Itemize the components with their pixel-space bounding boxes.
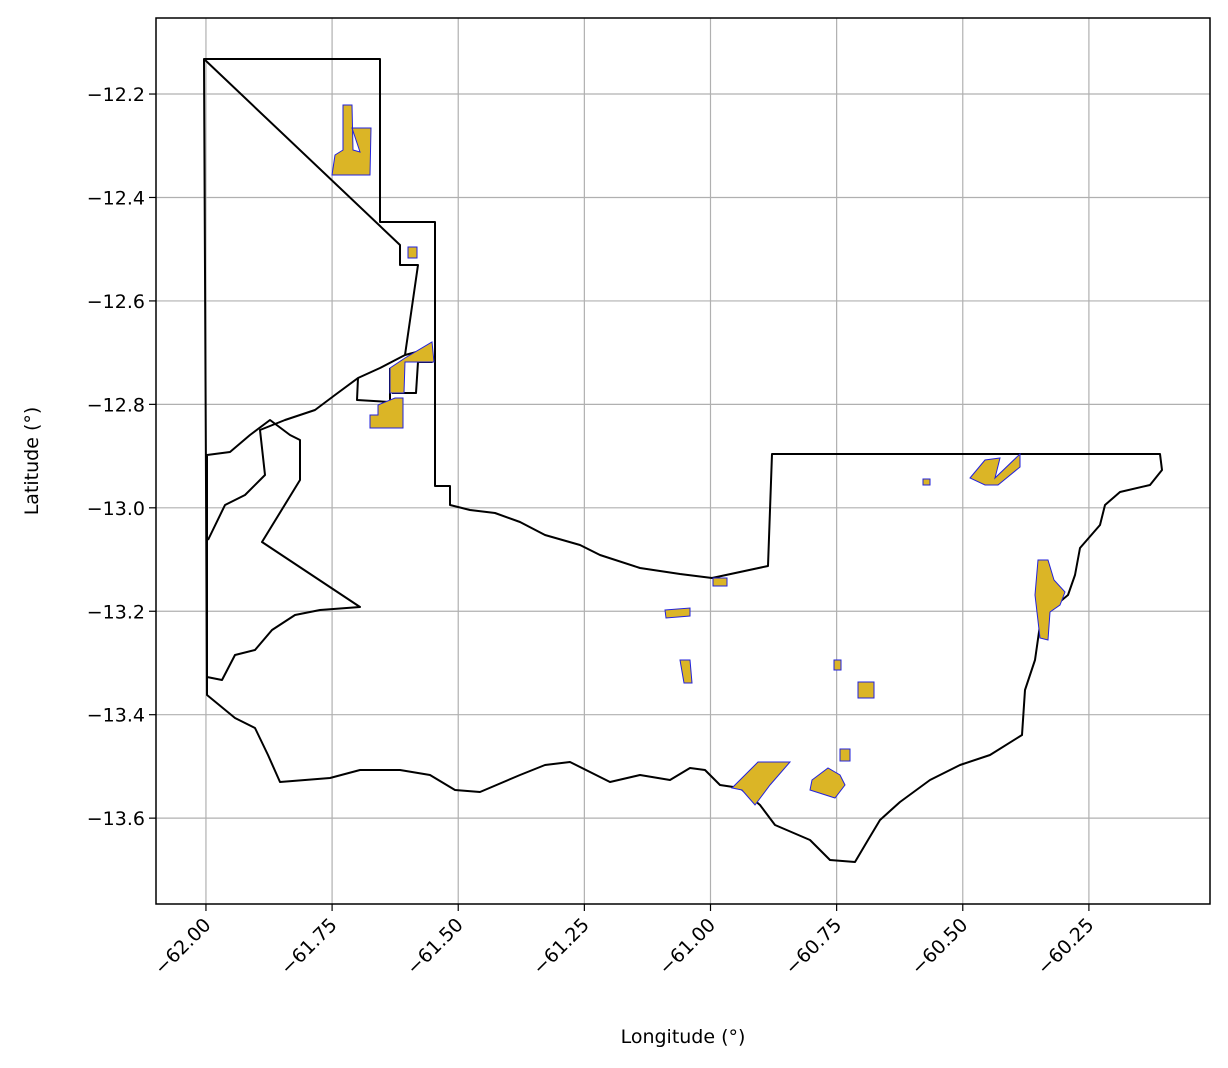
x-tick-label: −62.00	[150, 914, 215, 979]
x-tick-label: −61.75	[276, 914, 341, 979]
x-tick-label: −60.25	[1033, 914, 1098, 979]
parcel	[679, 659, 693, 684]
y-tick-label: −12.8	[87, 394, 145, 416]
parcel	[969, 452, 1021, 486]
y-axis-label: Latitude (°)	[21, 407, 43, 516]
parcel	[839, 748, 851, 762]
parcel	[389, 341, 435, 394]
y-tick-label: −12.4	[87, 187, 145, 209]
parcel	[730, 761, 792, 806]
x-tick-label: −60.75	[781, 914, 846, 979]
y-tick-label: −12.2	[87, 84, 145, 106]
y-tick-label: −13.0	[87, 498, 145, 520]
y-tick-label: −13.4	[87, 705, 145, 727]
parcel	[922, 478, 931, 486]
parcel	[1034, 559, 1066, 641]
parcel	[809, 767, 846, 799]
x-tick-label: −61.50	[402, 914, 467, 979]
parcel	[857, 681, 875, 699]
plot-frame	[155, 17, 1211, 905]
parcel	[369, 397, 404, 429]
x-axis-label: Longitude (°)	[621, 1026, 746, 1048]
y-tick-label: −12.6	[87, 291, 145, 313]
x-tick-label: −61.25	[529, 914, 594, 979]
parcel	[664, 607, 691, 619]
parcel	[833, 659, 842, 671]
parcel	[331, 104, 372, 176]
x-tick-label: −61.00	[655, 914, 720, 979]
region-boundary	[203, 58, 1163, 863]
parcel	[712, 577, 728, 587]
x-tick-label: −60.50	[907, 914, 972, 979]
y-tick-label: −13.6	[87, 808, 145, 830]
parcel	[407, 246, 418, 259]
y-tick-label: −13.2	[87, 601, 145, 623]
parcels	[331, 104, 1066, 806]
